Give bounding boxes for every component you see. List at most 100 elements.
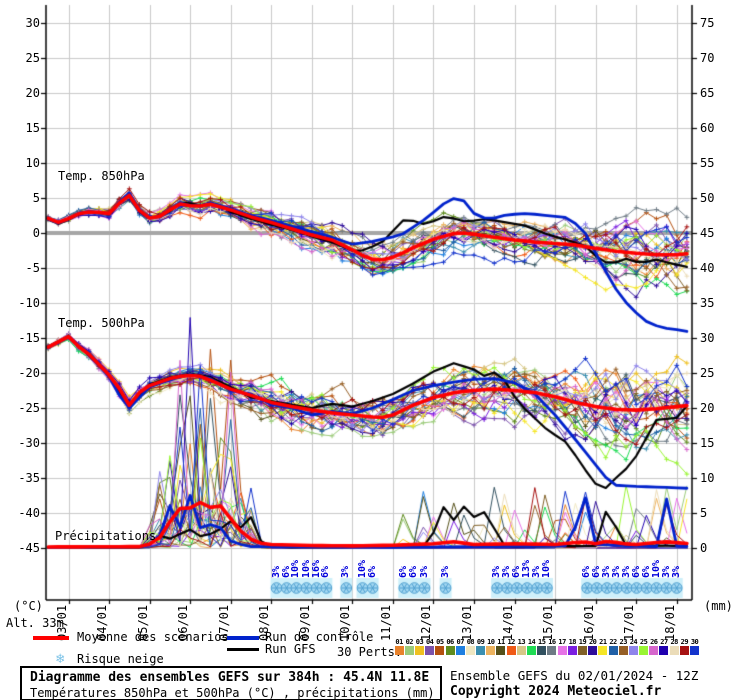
perturbation-swatch: 01	[394, 638, 404, 655]
y-tick-left: -15	[18, 331, 40, 345]
x-date-label: 15/01	[541, 604, 556, 641]
legend-perts-label: 30 Perts.	[337, 645, 403, 659]
snowflake-icon: ❄	[56, 651, 65, 667]
perturbation-swatch: 11	[496, 638, 506, 655]
title-box: Diagramme des ensembles GEFS sur 384h : …	[20, 666, 442, 700]
y-tick-left: 20	[25, 86, 40, 100]
perturbation-color-box	[649, 646, 659, 655]
y-tick-left: -35	[18, 471, 40, 485]
y-tick-right: 70	[700, 51, 715, 65]
y-tick-right: 65	[700, 86, 715, 100]
perturbation-color-box	[679, 646, 689, 655]
perturbation-color-box	[527, 646, 537, 655]
perturbation-number: 15	[538, 638, 546, 646]
x-date-label: 13/01	[460, 604, 474, 641]
perturbation-swatch: 16	[547, 638, 557, 655]
legend-snow-label: Risque neige	[77, 652, 164, 666]
y-tick-right: 5	[700, 506, 708, 520]
perturbation-swatch: 09	[476, 638, 486, 655]
perturbation-swatch: 04	[425, 638, 435, 655]
snow-risk-percent: 3%	[270, 565, 282, 578]
unit-right-label: (mm)	[704, 599, 733, 613]
snow-risk-percent: 6%	[320, 565, 332, 578]
perturbation-color-box	[690, 646, 700, 655]
y-tick-left: -45	[18, 541, 40, 555]
perturbation-color-box	[516, 646, 526, 655]
snow-risk-percent: 3%	[670, 565, 682, 578]
legend-gfs-line-swatch	[227, 648, 259, 651]
perturbation-color-box	[608, 646, 618, 655]
perturbation-number: 03	[415, 638, 424, 646]
perturbation-swatch: 18	[567, 638, 577, 655]
legend-mean-line-swatch	[33, 636, 69, 640]
perturbation-swatch: 24	[628, 638, 638, 655]
y-tick-left: 10	[25, 156, 40, 170]
y-tick-right: 60	[700, 121, 715, 135]
legend-gfs-label: Run GFS	[265, 642, 316, 656]
x-date-label: 14/01	[500, 604, 515, 641]
perturbation-swatch: 12	[506, 638, 516, 655]
perturbation-number: 01	[395, 638, 403, 646]
legend-control-line-swatch	[227, 636, 259, 640]
perturbation-number: 02	[405, 638, 414, 646]
perturbation-number: 14	[527, 638, 536, 646]
perturbation-number: 06	[446, 638, 454, 646]
y-tick-left: 5	[32, 191, 40, 205]
band-label-t500: Temp. 500hPa	[58, 316, 145, 330]
perturbation-number: 04	[425, 638, 434, 646]
perturbation-color-box	[577, 646, 587, 655]
altitude-label: Alt. 33m	[6, 616, 64, 630]
y-tick-left: -10	[18, 296, 40, 310]
y-tick-left: 25	[25, 51, 40, 65]
perturbation-swatch: 29	[679, 638, 689, 655]
perturbation-color-strip: 01 02 03 04 05 06 07 08 09 10 11 12 13 14 15 16 17 18 19 20…	[394, 638, 704, 657]
perturbation-number: 08	[466, 638, 475, 646]
legend-control-label: Run de contrôle	[265, 630, 374, 644]
perturbation-swatch: 05	[435, 638, 445, 655]
perturbation-swatch: 30	[689, 638, 700, 655]
snow-risk-percent: 10%	[290, 559, 302, 578]
perturbation-swatch: 20	[588, 638, 598, 655]
perturbation-number: 22	[609, 638, 617, 646]
snow-risk-percent: 10%	[356, 559, 368, 578]
x-date-label: 11/01	[378, 604, 393, 641]
y-tick-left: 30	[25, 16, 40, 30]
snow-risk-percent: 6%	[408, 565, 420, 578]
perturbation-number: 09	[476, 638, 485, 646]
perturbation-color-box	[506, 646, 516, 655]
x-date-label: 12/01	[419, 604, 434, 641]
perturbation-number: 20	[588, 638, 597, 646]
perturbation-color-box	[465, 646, 475, 655]
perturbation-color-box	[639, 646, 649, 655]
perturbation-color-box	[628, 646, 638, 655]
snow-risk-percent: 3%	[340, 565, 352, 578]
perturbation-number: 21	[599, 638, 607, 646]
perturbation-color-box	[455, 646, 465, 655]
y-tick-right: 10	[700, 471, 715, 485]
y-tick-right: 20	[700, 401, 715, 415]
perturbation-number: 12	[507, 638, 515, 646]
perturbation-color-box	[547, 646, 557, 655]
y-tick-left: 0	[32, 226, 40, 240]
y-tick-right: 25	[700, 366, 715, 380]
perturbation-number: 24	[629, 638, 638, 646]
y-tick-left: -40	[18, 506, 40, 520]
perturbation-swatch: 25	[639, 638, 649, 655]
y-tick-right: 50	[700, 191, 715, 205]
perturbation-color-box	[435, 646, 445, 655]
perturbation-swatch: 02	[404, 638, 414, 655]
perturbation-color-box	[557, 646, 567, 655]
perturbation-number: 27	[660, 638, 668, 646]
perturbation-swatch: 14	[526, 638, 537, 655]
perturbation-swatch: 23	[618, 638, 628, 655]
perturbation-swatch: 17	[557, 638, 567, 655]
y-tick-left: -30	[18, 436, 40, 450]
snow-risk-percent: 10%	[300, 559, 312, 578]
perturbation-number: 11	[497, 638, 505, 646]
perturbation-number: 05	[436, 638, 444, 646]
snow-risk-percent: 10%	[650, 559, 662, 578]
perturbation-color-box	[414, 646, 424, 655]
y-tick-right: 75	[700, 16, 715, 30]
y-tick-right: 55	[700, 156, 715, 170]
